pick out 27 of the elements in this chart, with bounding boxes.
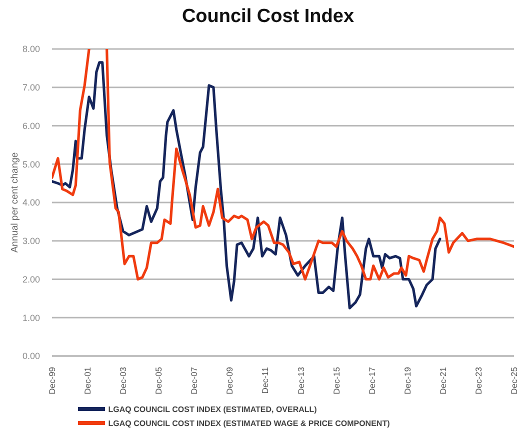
x-tick-label: Dec-05 — [154, 366, 164, 394]
y-tick-label: 2.00 — [22, 274, 40, 284]
x-tick-label: Dec-19 — [402, 366, 412, 394]
x-tick-label: Dec-03 — [118, 366, 128, 394]
y-tick-label: 3.00 — [22, 236, 40, 246]
chart-title: Council Cost Index — [180, 6, 356, 28]
x-tick-label: Dec-01 — [82, 366, 93, 394]
x-tick-label: Dec-21 — [438, 366, 448, 394]
x-tick-label: Dec-15 — [331, 366, 342, 394]
x-tick-label: Dec-09 — [224, 366, 235, 394]
x-tick-label: Dec-25 — [508, 366, 518, 394]
y-tick-label: 4.00 — [22, 198, 40, 208]
x-tick-label: Dec-23 — [473, 366, 484, 394]
y-tick-label: 5.00 — [22, 159, 40, 170]
y-tick-label: 8.00 — [22, 44, 40, 54]
y-axis-title: Annual per cent change — [9, 152, 20, 253]
y-tick-label: 7.00 — [22, 82, 40, 93]
x-tick-label: Dec-07 — [189, 366, 200, 394]
x-tick-label: Dec-11 — [260, 366, 270, 394]
legend-label: LGAQ COUNCIL COST INDEX (ESTIMATED, OVERALL) — [108, 404, 317, 414]
x-tick-label: Dec-17 — [366, 366, 377, 394]
legend-label: LGAQ COUNCIL COST INDEX (ESTIMATED WAGE & PRICE COMPONENT) — [108, 418, 390, 428]
y-tick-label: 0.00 — [22, 351, 40, 362]
y-tick-label: 1.00 — [22, 312, 40, 323]
x-tick-label: Dec-13 — [296, 366, 306, 394]
y-tick-label: 6.00 — [22, 120, 40, 131]
x-tick-label: Dec-99 — [46, 366, 57, 394]
